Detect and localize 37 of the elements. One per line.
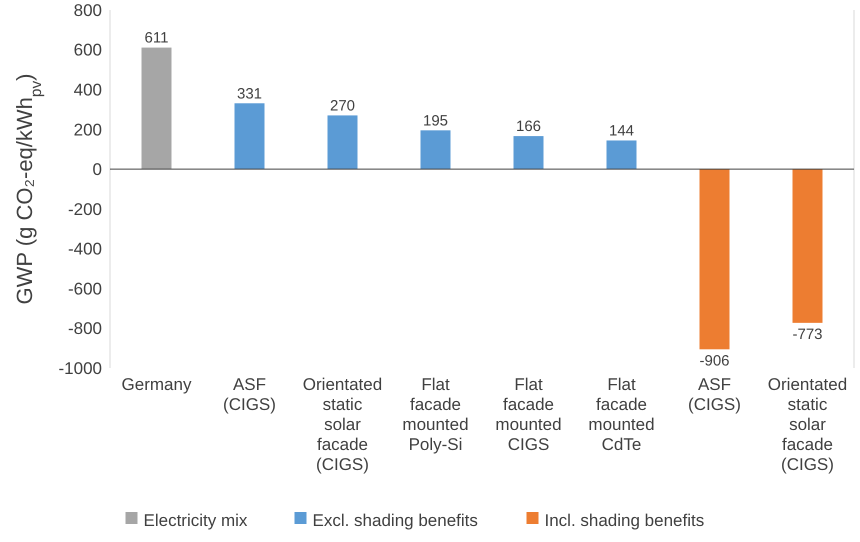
y-tick-label: 600 <box>74 40 102 60</box>
x-tick-label: Orientated static solar facade (CIGS) <box>302 375 382 474</box>
data-label: -906 <box>699 352 730 370</box>
y-tick-label: -800 <box>68 319 102 338</box>
data-label: 611 <box>144 30 168 47</box>
y-tick-label: -200 <box>68 200 102 219</box>
data-label: 144 <box>608 122 634 140</box>
data-label: 270 <box>330 97 356 114</box>
bar <box>514 136 544 170</box>
y-tick-label: -400 <box>68 240 102 259</box>
legend-label: Electricity mix <box>144 510 248 530</box>
x-tick-label: ASF (CIGS) <box>223 375 276 414</box>
data-label: 331 <box>236 85 262 102</box>
x-tick-label: Flat facade mounted CdTe <box>588 375 655 454</box>
data-label: -773 <box>792 326 823 343</box>
x-tick-label: Germany <box>122 375 192 394</box>
y-tick-label: 0 <box>92 160 102 180</box>
x-tick-label: ASF (CIGS) <box>688 375 741 414</box>
data-label: 195 <box>422 112 448 130</box>
legend-label: Incl. shading benefits <box>544 510 704 530</box>
x-tick-label: Orientated static solar facade (CIGS) <box>768 375 848 474</box>
y-tick-label: -600 <box>68 279 102 298</box>
legend-label: Excl. shading benefits <box>312 510 478 530</box>
bar <box>328 115 358 170</box>
bar <box>142 48 172 170</box>
bar <box>606 140 636 170</box>
bar <box>234 103 264 170</box>
y-tick-label: -1000 <box>58 358 102 378</box>
bar <box>792 169 822 323</box>
y-tick-label: 200 <box>74 120 102 140</box>
bar <box>420 130 450 170</box>
y-tick-label: 800 <box>74 0 102 20</box>
y-tick-label: 400 <box>74 80 102 100</box>
bar <box>700 169 730 350</box>
x-tick-label: Flat facade mounted CIGS <box>495 375 562 454</box>
data-label: 166 <box>516 118 542 136</box>
x-tick-label: Flat facade mounted Poly-Si <box>402 375 469 454</box>
